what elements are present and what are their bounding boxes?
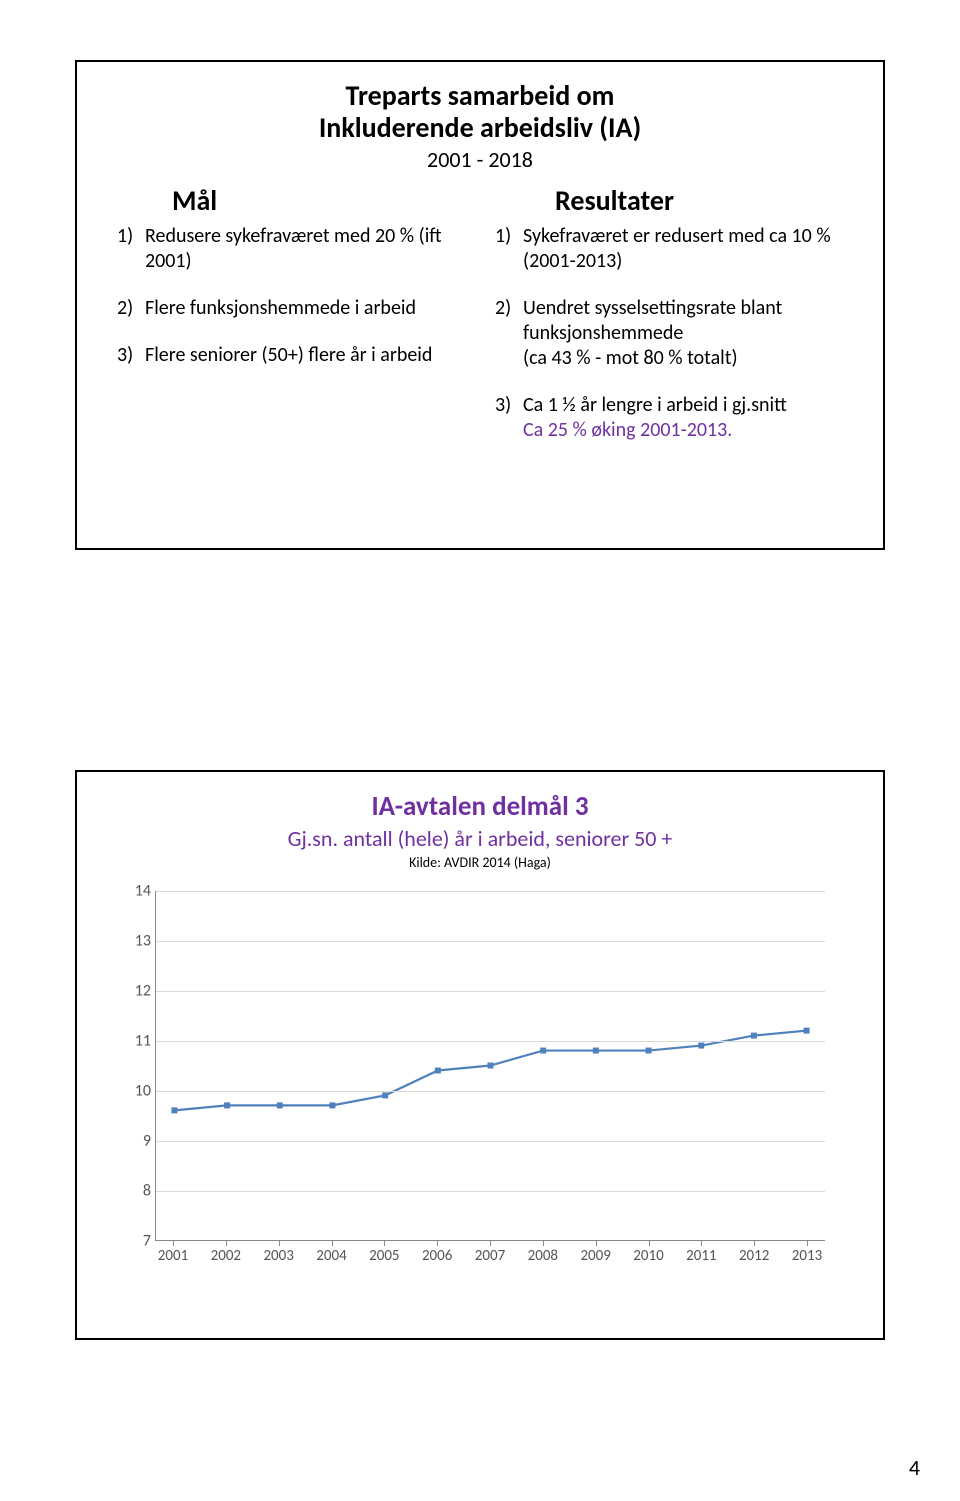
data-marker: [171, 1107, 177, 1113]
y-tick-label: 9: [115, 1132, 151, 1151]
gridline: [156, 1041, 825, 1042]
title-year: 2001 - 2018: [117, 146, 843, 173]
x-tick-label: 2010: [633, 1247, 663, 1265]
results-column: Resultater 1)Sykefraværet er redusert me…: [495, 183, 843, 465]
x-tick-label: 2004: [316, 1247, 346, 1265]
goal-num: 3): [117, 343, 145, 368]
x-tick-label: 2005: [369, 1247, 399, 1265]
x-tick-label: 2012: [739, 1247, 769, 1265]
title-line-2: Inkluderende arbeidsliv (IA): [117, 112, 843, 144]
chart-title: IA-avtalen delmål 3: [107, 790, 853, 823]
chart-subtitle: Gj.sn. antall (hele) år i arbeid, senior…: [107, 825, 853, 852]
x-tick-mark: [490, 1241, 491, 1246]
gridline: [156, 891, 825, 892]
slide-goals-results: Treparts samarbeid om Inkluderende arbei…: [75, 60, 885, 550]
result-num: 2): [495, 296, 523, 371]
results-heading: Resultater: [495, 183, 843, 218]
data-marker: [540, 1048, 546, 1054]
data-marker: [329, 1102, 335, 1108]
x-tick-mark: [332, 1241, 333, 1246]
data-marker: [804, 1028, 810, 1034]
goal-item: 2)Flere funksjonshemmede i arbeid: [117, 296, 465, 321]
goals-heading: Mål: [117, 183, 465, 218]
gridline: [156, 1191, 825, 1192]
goal-text: Redusere sykefraværet med 20 % (ift 2001…: [145, 224, 465, 274]
plot-area: [155, 891, 825, 1241]
result-num: 1): [495, 224, 523, 274]
data-marker: [382, 1092, 388, 1098]
x-tick-label: 2001: [158, 1247, 188, 1265]
result-text: Ca 1 ½ år lengre i arbeid i gj.snittCa 2…: [523, 393, 843, 443]
y-tick-label: 7: [115, 1232, 151, 1251]
x-tick-label: 2006: [422, 1247, 452, 1265]
x-tick-mark: [279, 1241, 280, 1246]
x-tick-mark: [543, 1241, 544, 1246]
result-text: Sykefraværet er redusert med ca 10 % (20…: [523, 224, 843, 274]
chart-container: 7 8 9 10 11 12 13 14 2001 2002 2003 2004 2005 2006 20…: [115, 881, 845, 1281]
x-tick-label: 2011: [686, 1247, 716, 1265]
data-marker: [488, 1063, 494, 1069]
slide-chart: IA-avtalen delmål 3 Gj.sn. antall (hele)…: [75, 770, 885, 1340]
x-tick-mark: [437, 1241, 438, 1246]
x-tick-mark: [173, 1241, 174, 1246]
x-tick-mark: [754, 1241, 755, 1246]
data-marker: [646, 1048, 652, 1054]
data-marker: [277, 1102, 283, 1108]
y-tick-label: 10: [115, 1082, 151, 1101]
data-marker: [751, 1033, 757, 1039]
x-tick-mark: [807, 1241, 808, 1246]
goal-num: 1): [117, 224, 145, 274]
goal-item: 1)Redusere sykefraværet med 20 % (ift 20…: [117, 224, 465, 274]
data-marker: [698, 1043, 704, 1049]
goal-item: 3)Flere seniorer (50+) flere år i arbeid: [117, 343, 465, 368]
goal-text: Flere funksjonshemmede i arbeid: [145, 296, 465, 321]
x-tick-mark: [701, 1241, 702, 1246]
line-series: [156, 891, 825, 1240]
goal-num: 2): [117, 296, 145, 321]
result-item: 2)Uendret sysselsettingsrate blant funks…: [495, 296, 843, 371]
x-tick-mark: [649, 1241, 650, 1246]
title-line-1: Treparts samarbeid om: [117, 80, 843, 112]
result-item: 1)Sykefraværet er redusert med ca 10 % (…: [495, 224, 843, 274]
gridline: [156, 991, 825, 992]
data-marker: [435, 1067, 441, 1073]
data-marker: [224, 1102, 230, 1108]
result-text: Uendret sysselsettingsrate blant funksjo…: [523, 296, 843, 371]
x-tick-label: 2003: [263, 1247, 293, 1265]
x-tick-mark: [384, 1241, 385, 1246]
gridline: [156, 1141, 825, 1142]
gridline: [156, 941, 825, 942]
y-tick-label: 8: [115, 1182, 151, 1201]
data-marker: [593, 1048, 599, 1054]
x-tick-label: 2013: [792, 1247, 822, 1265]
result-item: 3)Ca 1 ½ år lengre i arbeid i gj.snittCa…: [495, 393, 843, 443]
slide1-title-block: Treparts samarbeid om Inkluderende arbei…: [117, 80, 843, 173]
y-tick-label: 14: [115, 882, 151, 901]
goals-column: Mål 1)Redusere sykefraværet med 20 % (if…: [117, 183, 465, 465]
x-tick-label: 2007: [475, 1247, 505, 1265]
result-highlight: Ca 25 % øking 2001-2013.: [523, 418, 732, 442]
gridline: [156, 1091, 825, 1092]
x-tick-mark: [226, 1241, 227, 1246]
x-tick-label: 2008: [528, 1247, 558, 1265]
page-number: 4: [909, 1454, 920, 1481]
x-tick-label: 2002: [211, 1247, 241, 1265]
goal-text: Flere seniorer (50+) flere år i arbeid: [145, 343, 465, 368]
x-tick-mark: [596, 1241, 597, 1246]
y-tick-label: 11: [115, 1032, 151, 1051]
two-column-layout: Mål 1)Redusere sykefraværet med 20 % (if…: [117, 183, 843, 465]
result-num: 3): [495, 393, 523, 443]
chart-source: Kilde: AVDIR 2014 (Haga): [107, 854, 853, 871]
y-tick-label: 12: [115, 982, 151, 1001]
y-tick-label: 13: [115, 932, 151, 951]
x-tick-label: 2009: [580, 1247, 610, 1265]
